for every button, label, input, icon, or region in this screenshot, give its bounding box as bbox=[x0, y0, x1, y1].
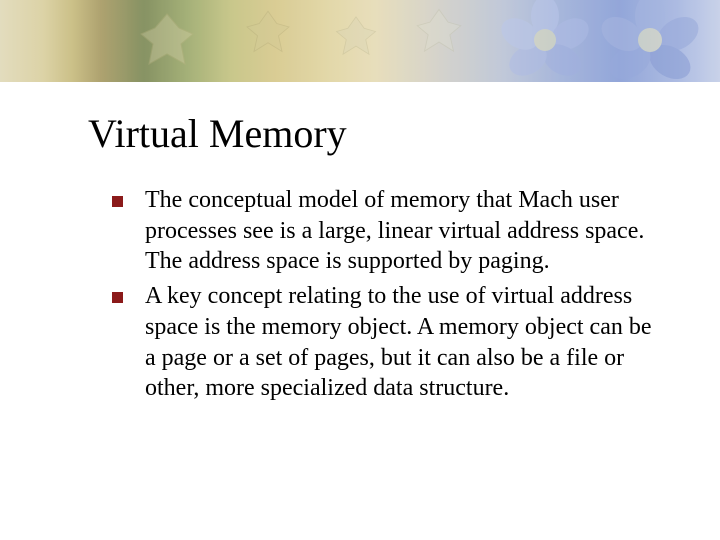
leaf-icon bbox=[135, 10, 199, 74]
leaf-icon bbox=[240, 6, 296, 62]
leaf-icon bbox=[410, 4, 468, 62]
list-item-text: The conceptual model of memory that Mach… bbox=[145, 185, 652, 277]
bullet-square-icon bbox=[112, 292, 123, 303]
slide-body: The conceptual model of memory that Mach… bbox=[112, 185, 652, 408]
list-item: A key concept relating to the use of vir… bbox=[112, 281, 652, 404]
leaf-icon bbox=[330, 12, 382, 64]
flower-icon bbox=[500, 0, 590, 82]
flower-icon bbox=[600, 0, 700, 84]
bullet-square-icon bbox=[112, 196, 123, 207]
list-item: The conceptual model of memory that Mach… bbox=[112, 185, 652, 277]
slide: Virtual Memory The conceptual model of m… bbox=[0, 0, 720, 540]
decorative-banner bbox=[0, 0, 720, 82]
list-item-text: A key concept relating to the use of vir… bbox=[145, 281, 652, 404]
slide-title: Virtual Memory bbox=[88, 112, 347, 156]
